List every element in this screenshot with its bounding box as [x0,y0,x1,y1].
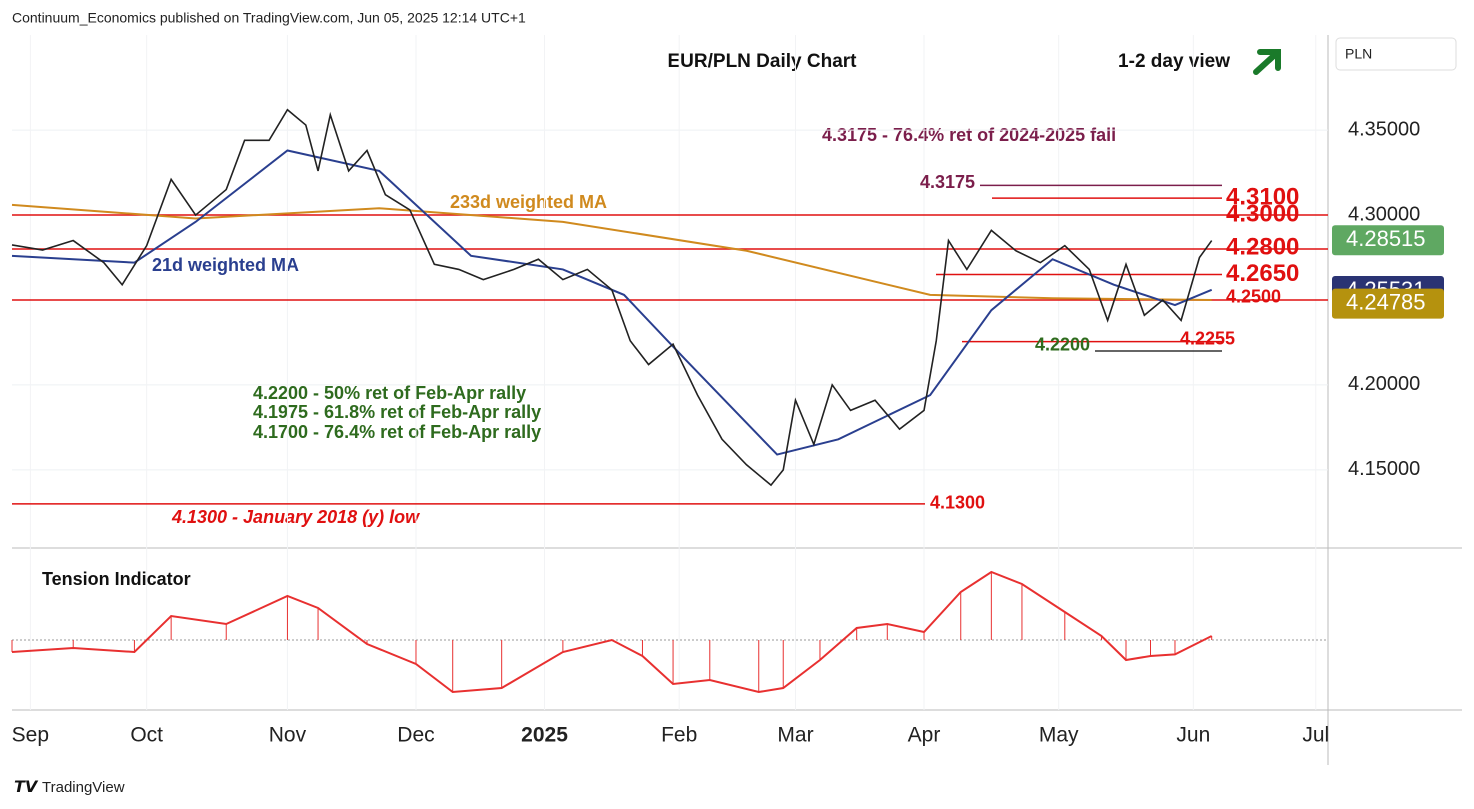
x-tick-label: Jul [1302,724,1329,747]
y-tick-label: 4.30000 [1348,203,1420,225]
indicator-title: Tension Indicator [42,569,191,589]
annotation: 233d weighted MA [450,192,607,212]
chart-title: EUR/PLN Daily Chart [668,51,858,72]
x-tick-label: Mar [777,724,813,747]
level-label: 4.2650 [1226,260,1299,287]
logo: 𝙏𝙑 [14,779,39,796]
level-label: 4.2500 [1226,287,1281,307]
price-badge [1332,225,1444,256]
price-badge-label: 4.28515 [1346,226,1426,251]
currency: PLN [1345,46,1372,62]
level-label: 4.1300 [930,493,985,513]
x-tick-label: Nov [269,724,307,747]
up-arrow [1253,49,1281,75]
y-tick-label: 4.20000 [1348,373,1420,395]
x-tick-label: Apr [908,724,941,747]
level-label: 4.3100 [1226,183,1299,210]
level-label: 4.3175 [920,172,975,192]
currency-box [1335,37,1457,71]
x-tick-label: Sep [12,724,49,747]
ma-line [11,203,1212,301]
footer: TradingView [42,779,125,796]
indicator-line [11,570,1213,694]
x-tick-label: Jun [1176,724,1210,747]
annotation: 4.1300 - January 2018 (y) low [171,507,420,527]
annotation: 4.1700 - 76.4% ret of Feb-Apr rally [253,422,541,442]
annotation: 21d weighted MA [152,255,299,275]
price-badge [1332,288,1444,319]
level-label: 4.2200 [1035,335,1090,355]
level-label: 4.3000 [1226,200,1299,227]
ma-line [11,149,1213,456]
x-tick-label: Dec [397,724,434,747]
x-tick-label: Oct [130,724,163,747]
annotation: 4.2200 - 50% ret of Feb-Apr rally [253,383,526,403]
y-tick-label: 4.35000 [1348,118,1420,140]
y-tick-label: 4.15000 [1348,458,1420,480]
price-badge-label: 4.24785 [1346,289,1426,314]
x-tick-label: Feb [661,724,697,747]
level-label: 4.2800 [1226,233,1299,260]
chart-subtitle: 1-2 day view [1118,51,1230,72]
level-label: 4.2255 [1180,328,1235,348]
annotation: 4.3175 - 76.4% ret of 2024-2025 fall [822,125,1116,145]
header: Continuum_Economics published on Trading… [12,10,526,26]
annotation: 4.1975 - 61.8% ret of Feb-Apr rally [253,402,541,422]
price-line [11,108,1213,487]
x-tick-label: May [1039,724,1079,747]
x-tick-label: 2025 [521,724,568,747]
